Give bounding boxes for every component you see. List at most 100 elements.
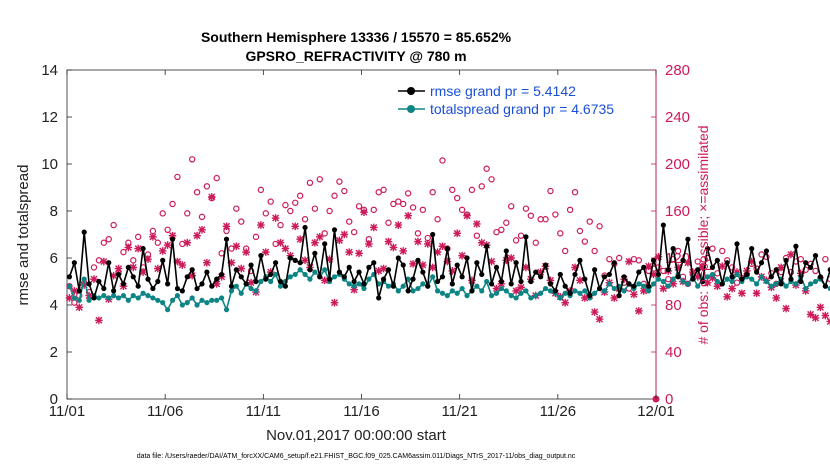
y-left-tick-label: 8 xyxy=(50,203,58,220)
rmse-point xyxy=(189,267,195,273)
assimilated-point xyxy=(644,262,653,271)
rmse-point xyxy=(263,276,269,282)
possible-point xyxy=(130,257,137,264)
totalspread-point xyxy=(812,278,819,285)
assimilated-point xyxy=(311,238,319,247)
totalspread-point xyxy=(493,290,500,296)
totalspread-point xyxy=(601,288,608,294)
y-left-tick-label: 4 xyxy=(50,297,58,314)
totalspread-point xyxy=(174,293,181,299)
possible-point xyxy=(203,183,211,190)
assimilated-point xyxy=(109,271,118,280)
possible-point xyxy=(419,206,427,214)
possible-point xyxy=(238,218,245,225)
possible-point xyxy=(380,186,387,194)
totalspread-point xyxy=(704,274,711,280)
assimilated-point xyxy=(85,291,93,300)
assimilated-point xyxy=(124,243,133,252)
totalspread-point xyxy=(322,267,328,273)
rmse-point xyxy=(130,274,136,280)
possible-point xyxy=(552,211,559,218)
rmse-line xyxy=(68,224,830,299)
footer-data-file: data file: /Users/raeder/DAI/ATM_forcXX/… xyxy=(137,453,576,460)
assimilated-point xyxy=(522,263,530,272)
y-left-tick-label: 14 xyxy=(41,62,58,79)
totalspread-point xyxy=(754,281,760,287)
assimilated-point xyxy=(193,231,201,240)
possible-point xyxy=(350,228,358,236)
assimilated-point xyxy=(428,263,437,272)
possible-point xyxy=(321,230,328,237)
totalspread-point xyxy=(557,295,563,301)
assimilated-point xyxy=(517,283,525,292)
rmse-point xyxy=(395,255,401,261)
rmse-point xyxy=(268,271,274,278)
possible-point xyxy=(296,192,304,199)
totalspread-point xyxy=(513,295,519,301)
rmse-point xyxy=(439,274,446,280)
rmse-point xyxy=(719,281,725,287)
assimilated-point xyxy=(473,220,481,228)
rmse-point xyxy=(410,276,416,282)
assimilated-point xyxy=(713,282,722,290)
rmse-point xyxy=(297,260,303,266)
totalspread-point xyxy=(66,283,73,289)
possible-point xyxy=(586,218,593,225)
assimilated-point xyxy=(561,298,569,307)
totalspread-point xyxy=(606,281,612,287)
totalspread-point xyxy=(685,281,691,287)
rmse-point xyxy=(312,250,318,256)
totalspread-point xyxy=(410,288,416,294)
rmse-point xyxy=(336,269,343,275)
assimilated-point xyxy=(301,256,309,265)
rmse-point xyxy=(488,281,495,287)
possible-point xyxy=(483,165,490,172)
possible-point xyxy=(576,227,584,235)
assimilated-point xyxy=(404,211,412,220)
assimilated-point xyxy=(409,260,417,268)
assimilated-point xyxy=(782,304,790,313)
possible-point xyxy=(454,194,461,202)
totalspread-point xyxy=(297,267,303,273)
possible-point xyxy=(508,203,515,210)
assimilated-point xyxy=(728,284,736,293)
assimilated-point xyxy=(188,271,196,280)
possible-point xyxy=(184,210,191,217)
rmse-point xyxy=(115,271,122,278)
assimilated-point xyxy=(360,208,368,216)
totalspread-point xyxy=(464,293,470,299)
rmse-point xyxy=(827,267,830,273)
totalspread-point xyxy=(287,274,293,280)
totalspread-point xyxy=(140,290,146,296)
rmse-point xyxy=(660,222,666,228)
assimilated-point xyxy=(379,264,388,273)
totalspread-point xyxy=(238,290,244,296)
totalspread-point xyxy=(650,281,657,287)
assimilated-point xyxy=(75,303,84,312)
rmse-point xyxy=(444,246,450,252)
x-tick-label: 11/06 xyxy=(147,403,183,420)
rmse-point xyxy=(768,274,774,280)
assimilated-point xyxy=(340,230,349,239)
totalspread-point xyxy=(827,285,830,292)
assimilated-point xyxy=(227,258,236,267)
totalspread-point xyxy=(228,288,235,294)
x-tick-label: 11/11 xyxy=(246,403,281,420)
possible-point xyxy=(439,157,446,164)
possible-point xyxy=(468,186,476,194)
rmse-point xyxy=(106,260,112,266)
totalspread-point xyxy=(449,288,455,294)
rmse-point xyxy=(631,283,637,289)
rmse-point xyxy=(346,264,352,270)
possible-point xyxy=(159,210,166,217)
rmse-point xyxy=(248,262,254,268)
totalspread-point xyxy=(130,293,136,299)
rmse-point xyxy=(390,283,397,289)
rmse-point xyxy=(434,278,441,285)
assimilated-point xyxy=(222,222,231,231)
rmse-point xyxy=(626,281,632,287)
assimilated-point xyxy=(576,276,584,285)
rmse-point xyxy=(577,257,583,263)
possible-point xyxy=(331,192,338,199)
